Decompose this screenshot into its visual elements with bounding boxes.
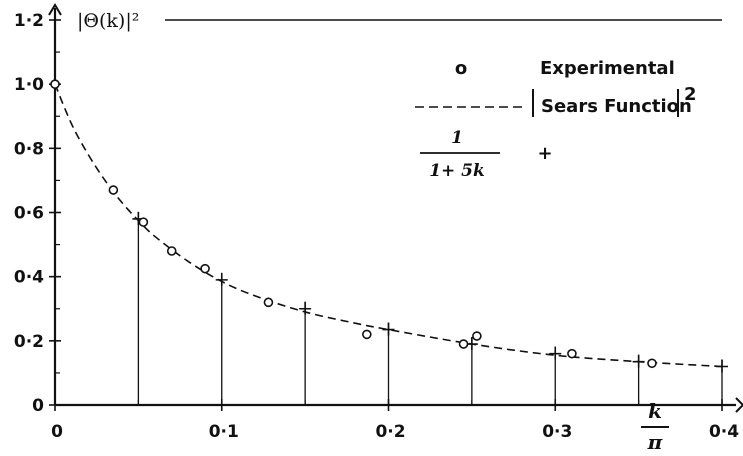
legend-approx-marker: + [537,143,552,164]
experimental-point [362,329,372,340]
legend-experimental-marker: o [455,58,467,79]
sears-curve [54,83,723,368]
legend: o Experimental Sears Function 2 1 1+ 5k … [415,58,697,181]
data-marks [50,79,728,373]
y-tick-label: 0·2 [14,332,44,352]
experimental-point [138,217,149,227]
experimental-point [567,348,577,359]
y-tick-label: 1·2 [14,11,44,31]
experimental-point [472,331,482,341]
experimental-point [108,185,119,195]
legend-sears-label: Sears Function [541,96,692,117]
x-tick-label: 0·4 [709,422,739,442]
y-tick-label: 0·8 [14,139,44,159]
sears-curve-group [54,83,723,368]
x-tick-label: 0·1 [209,422,239,442]
experimental-point [166,246,177,256]
y-tick-label: 0·6 [14,204,44,224]
approx-plus-marker [299,301,312,315]
legend-approx-denominator: 1+ 5k [429,161,485,181]
vertical-lines [137,211,723,405]
experimental-point [458,339,469,349]
legend-sears-exponent: 2 [684,84,697,105]
experimental-point [647,358,657,369]
approx-plus-marker [716,359,728,373]
y-tick-label: 1·0 [14,75,44,95]
y-axis-label: |Θ(k)|² [77,10,139,32]
x-axis-label: k π [641,399,669,454]
y-axis-arrow [48,3,62,16]
x-tick-label: 0·3 [542,422,572,442]
experimental-point [200,263,210,274]
legend-approx-numerator: 1 [451,128,463,148]
experimental-point [263,297,274,308]
x-axis-label-numerator: k [648,399,662,423]
y-tick-label: 0·4 [14,268,44,288]
approx-plus-marker [632,354,645,368]
x-tick-label: 0 [51,422,63,442]
x-axis-arrow [735,397,743,413]
x-axis-label-denominator: π [647,430,663,454]
legend-experimental-label: Experimental [540,58,675,79]
approx-plus-marker [549,346,562,360]
experimental-point [50,79,60,89]
approx-plus-marker [382,322,395,336]
axes [48,3,743,413]
approx-plus-marker [215,272,228,286]
y-tick-label: 0 [32,396,44,416]
tick-labels: 0 0·2 0·4 0·6 0·8 1·0 1·2 0 0·1 0·2 0·3 0·4 [14,11,739,442]
x-tick-label: 0·2 [375,422,405,442]
